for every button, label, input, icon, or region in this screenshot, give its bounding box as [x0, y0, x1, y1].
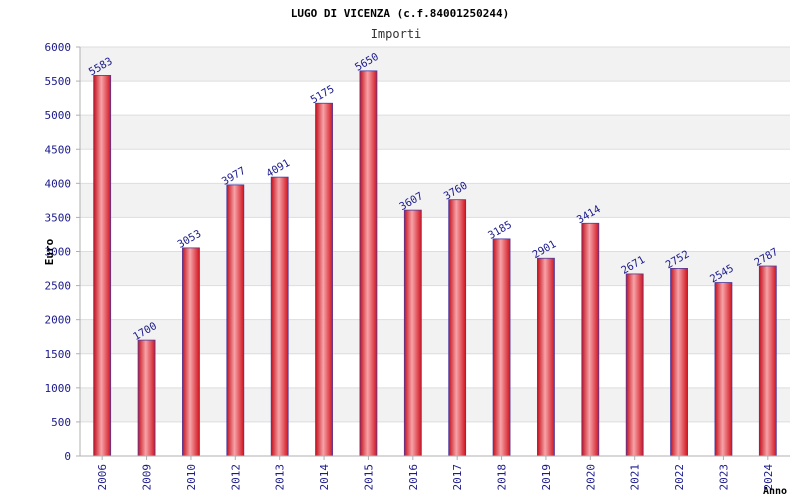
bar	[93, 75, 112, 457]
bar	[226, 184, 245, 457]
y-tick-label: 500	[51, 416, 71, 429]
bar	[359, 70, 378, 457]
bar	[182, 247, 200, 457]
x-tick-label: 2006	[96, 464, 109, 491]
x-tick-label: 2012	[229, 464, 242, 491]
y-tick-label: 1500	[45, 348, 72, 361]
value-label: 3185	[486, 219, 514, 242]
bar	[403, 209, 422, 457]
bar	[758, 265, 777, 457]
bar	[270, 176, 289, 457]
value-label: 5175	[309, 83, 337, 106]
y-tick-label: 1000	[45, 382, 72, 395]
y-tick-label: 3500	[45, 211, 72, 224]
x-tick-label: 2024	[762, 464, 775, 491]
bars	[93, 70, 777, 457]
y-axis-label: Euro	[43, 238, 56, 265]
bar	[492, 238, 511, 457]
y-tick-label: 5000	[45, 109, 72, 122]
grid-band	[80, 47, 790, 82]
x-tick-label: 2009	[141, 464, 154, 491]
x-tick-label: 2016	[407, 464, 420, 491]
bar	[537, 257, 555, 457]
x-tick-label: 2017	[451, 464, 464, 491]
y-tick-label: 4000	[45, 177, 72, 190]
grid-band	[80, 183, 790, 218]
value-label: 3053	[175, 228, 203, 251]
x-tick-label: 2023	[717, 464, 730, 491]
x-tick-label: 2010	[185, 464, 198, 491]
x-axis-ticks: 2006 2009 2010 2012 2013 2014 2015 2016 2017 2018…	[96, 456, 775, 491]
bar	[315, 102, 333, 457]
bar	[714, 282, 733, 457]
y-tick-label: 3000	[45, 246, 72, 259]
bar	[137, 339, 156, 457]
x-axis-label: Anno	[763, 486, 787, 497]
x-tick-label: 2019	[540, 464, 553, 491]
y-tick-label: 4500	[45, 143, 72, 156]
x-tick-label: 2021	[629, 464, 642, 491]
x-tick-label: 2013	[274, 464, 287, 491]
y-tick-label: 2000	[45, 314, 72, 327]
x-tick-label: 2018	[496, 464, 509, 491]
chart-title: LUGO DI VICENZA (c.f.84001250244)	[291, 7, 510, 20]
bar	[670, 268, 688, 457]
bar	[625, 273, 644, 457]
x-tick-label: 2022	[673, 464, 686, 491]
y-axis-ticks: 0 500 1000 1500 2000 2500 3000 3500 4000 4500 5000…	[45, 41, 72, 463]
grid-band	[80, 115, 790, 150]
x-tick-label: 2014	[318, 464, 331, 491]
x-tick-label: 2015	[362, 464, 375, 491]
y-tick-label: 6000	[45, 41, 72, 54]
chart-subtitle: Importi	[371, 27, 422, 41]
y-tick-label: 2500	[45, 280, 72, 293]
bar	[448, 199, 467, 457]
y-tick-label: 5500	[45, 75, 72, 88]
y-tick-label: 0	[64, 450, 71, 463]
x-tick-label: 2020	[584, 464, 597, 491]
bar	[581, 222, 600, 457]
value-label: 4091	[264, 157, 292, 180]
